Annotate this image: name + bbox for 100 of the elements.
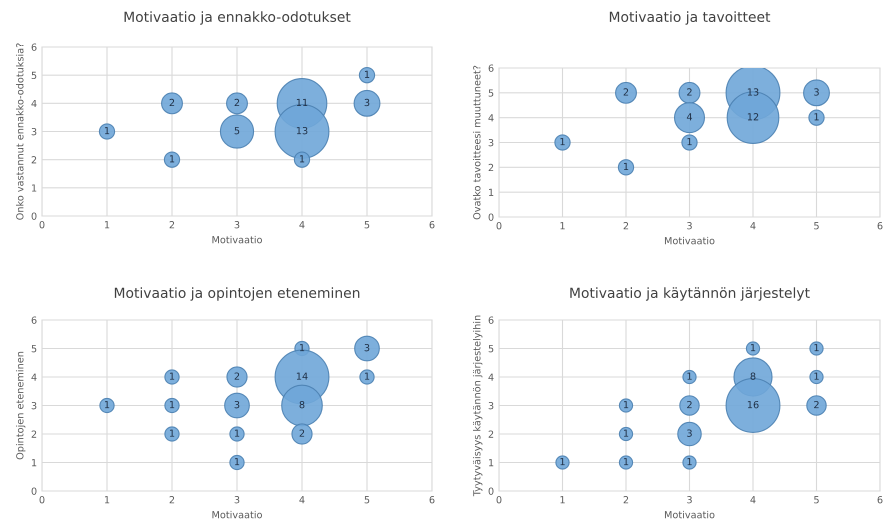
annotation: 12: [748, 113, 758, 120]
y-tick-label: 3: [488, 138, 494, 146]
y-tick-label: 5: [32, 72, 36, 79]
annotation: 16: [748, 400, 759, 408]
y-tick-label: 6: [488, 64, 494, 72]
x-tick-label: 2: [170, 496, 174, 504]
x-tick-label: 4: [750, 222, 756, 230]
y-tick-label: 2: [32, 430, 36, 438]
annotation: 2: [300, 429, 304, 437]
y-tick-label: 0: [32, 212, 36, 220]
x-tick-label: 5: [814, 222, 819, 230]
y-tick-label: 3: [32, 128, 36, 136]
x-tick-label: 3: [234, 221, 240, 228]
y-tick-label: 4: [488, 114, 494, 122]
x-tick-label: 5: [364, 496, 370, 504]
x-tick-label: 6: [878, 222, 882, 230]
chart-title: Motivaatio ja ennakko-odotukset: [124, 11, 350, 25]
x-tick-label: 4: [299, 221, 305, 228]
y-tick-label: 4: [31, 100, 37, 108]
y-tick-label: 1: [489, 188, 494, 196]
annotation: 1: [814, 113, 819, 120]
annotation: 2: [687, 88, 692, 96]
annotation: 1: [300, 344, 304, 352]
x-tick-label: 1: [104, 221, 110, 228]
annotation: 3: [814, 88, 819, 96]
annotation: 2: [687, 400, 692, 408]
y-tick-label: 2: [488, 164, 494, 172]
annotation: 2: [814, 400, 819, 408]
y-axis-title: Opintojen eteneminen: [16, 352, 26, 460]
annotation: 1: [814, 344, 819, 352]
annotation: 1: [624, 401, 628, 408]
x-tick-label: 2: [624, 496, 628, 504]
annotation: 1: [750, 344, 756, 352]
annotation: 3: [364, 344, 370, 352]
y-tick-label: 6: [488, 316, 494, 324]
x-tick-label: 6: [878, 496, 882, 504]
annotation: 1: [687, 372, 692, 380]
x-tick-label: 3: [234, 496, 240, 504]
annotation: 1: [814, 372, 819, 380]
annotation: 13: [748, 88, 758, 96]
annotation: 2: [234, 372, 240, 380]
annotation: 11: [296, 98, 308, 106]
annotation: 1: [170, 401, 174, 408]
x-tick-label: 4: [750, 496, 756, 504]
annotation: 1: [687, 138, 692, 146]
x-tick-label: 4: [299, 496, 305, 504]
y-tick-label: 1: [489, 459, 494, 466]
annotation: 2: [234, 98, 240, 106]
x-tick-label: 2: [170, 221, 174, 228]
y-axis-title: Onko vastannut ennakko-odotuksia?: [16, 43, 24, 220]
x-tick-label: 0: [496, 222, 502, 230]
y-tick-label: 2: [32, 156, 36, 164]
annotation: 5: [234, 127, 240, 134]
chart-title: Motivaatio ja opintojen eteneminen: [114, 287, 360, 301]
annotation: 1: [300, 155, 304, 162]
x-tick-label: 1: [560, 222, 565, 230]
x-tick-label: 0: [40, 496, 44, 504]
y-tick-label: 1: [32, 184, 36, 192]
y-tick-label: 3: [32, 402, 36, 410]
y-tick-label: 2: [488, 430, 494, 438]
annotation: 3: [687, 429, 692, 437]
chart-title: Motivaatio ja tavoitteet: [610, 11, 770, 25]
x-tick-label: 6: [430, 496, 434, 504]
y-tick-label: 0: [488, 487, 494, 495]
annotation: 8: [750, 372, 756, 380]
annotation: 14: [296, 372, 308, 380]
annotation: 3: [364, 98, 370, 106]
x-tick-label: 6: [430, 221, 434, 228]
y-tick-label: 6: [32, 316, 37, 324]
x-tick-label: 2: [624, 222, 628, 230]
y-tick-label: 0: [32, 487, 36, 495]
annotation: 2: [170, 98, 174, 106]
annotation: 1: [234, 458, 240, 466]
y-tick-label: 1: [32, 459, 36, 466]
annotation: 1: [624, 458, 628, 466]
x-tick-label: 0: [40, 221, 44, 228]
annotation: 1: [104, 127, 110, 134]
x-tick-label: 1: [104, 496, 110, 504]
annotation: 1: [170, 372, 174, 380]
annotation: 2: [624, 88, 628, 96]
x-axis-title: Motivaatio: [664, 236, 714, 244]
y-tick-label: 5: [488, 89, 494, 97]
annotation: 1: [170, 155, 174, 162]
y-tick-label: 6: [32, 43, 37, 51]
y-axis-title: Tyytyväisyys käytännön järjestelyihin: [472, 316, 482, 496]
y-tick-label: 5: [32, 345, 36, 352]
annotation: 4: [686, 113, 692, 120]
chart-title: Motivaatio ja käytännön järjestelyt: [570, 287, 810, 301]
x-axis-title: Motivaatio: [212, 236, 262, 244]
annotation: 1: [364, 372, 370, 380]
y-tick-label: 3: [488, 402, 494, 410]
y-tick-label: 4: [488, 374, 494, 381]
x-tick-label: 5: [814, 496, 819, 504]
annotation: 1: [560, 138, 565, 146]
x-axis-title: Motivaatio: [212, 510, 262, 518]
y-axis-title: Ovatko tavoitteesi muuttuneet?: [472, 66, 481, 220]
y-tick-label: 5: [488, 345, 494, 352]
annotation: 8: [300, 400, 304, 408]
annotation: 1: [687, 458, 692, 466]
annotation: 1: [104, 401, 110, 408]
